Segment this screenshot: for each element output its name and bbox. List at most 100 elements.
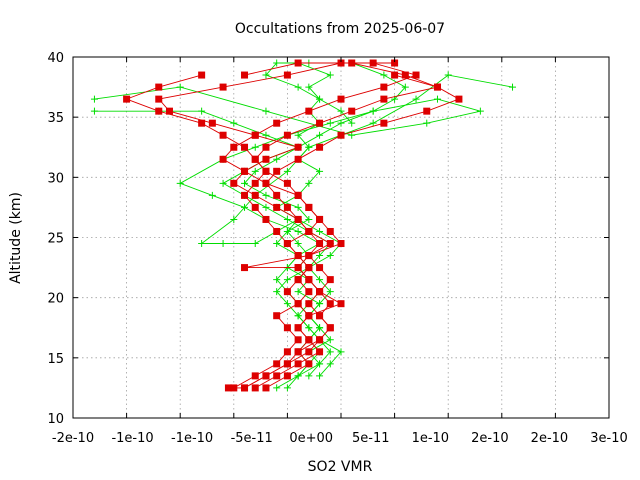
data-point-plus <box>294 288 302 296</box>
x-tick-label: 0e+00 <box>289 431 333 446</box>
y-tick-label: 30 <box>47 171 64 186</box>
data-point-square <box>294 215 302 223</box>
grid <box>73 57 609 418</box>
data-point-plus <box>90 107 98 115</box>
series-1 <box>123 59 463 392</box>
data-point-plus <box>283 167 291 175</box>
data-point-square <box>316 119 324 127</box>
data-point-square <box>316 143 324 151</box>
y-tick-label: 40 <box>47 51 64 66</box>
data-point-square <box>262 143 270 151</box>
data-point-square <box>262 384 270 392</box>
data-point-square <box>294 276 302 284</box>
data-point-square <box>316 348 324 356</box>
data-point-plus <box>337 107 345 115</box>
data-point-square <box>337 300 345 308</box>
data-point-square <box>305 336 313 344</box>
data-point-plus <box>305 179 313 187</box>
data-point-plus <box>326 336 334 344</box>
series-line <box>157 62 395 389</box>
data-point-plus <box>380 71 388 79</box>
data-point-square <box>294 324 302 332</box>
data-point-square <box>412 71 420 79</box>
data-point-square <box>241 384 249 392</box>
data-point-square <box>337 95 345 103</box>
data-point-square <box>305 203 313 211</box>
data-point-square <box>241 71 249 79</box>
data-point-square <box>294 59 302 67</box>
data-point-square <box>219 131 227 139</box>
data-point-square <box>337 240 345 248</box>
data-point-square <box>316 240 324 248</box>
data-point-square <box>380 83 388 91</box>
data-point-square <box>305 264 313 272</box>
x-tick-label: -2e-10 <box>52 431 94 446</box>
data-point-plus <box>316 360 324 368</box>
x-tick-label: 5e-11 <box>352 431 390 446</box>
data-point-plus <box>326 360 334 368</box>
data-point-square <box>305 276 313 284</box>
data-point-square <box>155 107 163 115</box>
data-point-square <box>273 312 281 320</box>
series-line <box>125 74 310 389</box>
x-tick-label: -1e-10 <box>111 431 153 446</box>
data-point-plus <box>337 348 345 356</box>
y-tick-label: 15 <box>47 352 64 367</box>
data-point-plus <box>294 240 302 248</box>
data-point-square <box>326 276 334 284</box>
data-point-plus <box>305 215 313 223</box>
data-point-square <box>251 155 259 163</box>
data-point-square <box>241 167 249 175</box>
x-tick-label: 2e-10 <box>471 431 509 446</box>
data-point-square <box>326 227 334 235</box>
data-point-square <box>283 360 291 368</box>
data-point-plus <box>337 119 345 127</box>
axis-ticks <box>72 56 610 419</box>
data-point-square <box>316 336 324 344</box>
data-point-plus <box>348 119 356 127</box>
data-point-square <box>155 83 163 91</box>
data-point-square <box>337 131 345 139</box>
data-point-square <box>262 155 270 163</box>
data-point-plus <box>273 384 281 392</box>
data-point-plus <box>273 276 281 284</box>
data-point-square <box>123 95 131 103</box>
x-tick-label: 1e-10 <box>412 431 450 446</box>
data-point-square <box>401 71 409 79</box>
data-point-square <box>230 384 238 392</box>
data-point-square <box>369 59 377 67</box>
series-line <box>200 74 513 377</box>
series-line <box>94 86 481 389</box>
data-point-plus <box>294 372 302 380</box>
data-point-square <box>198 71 206 79</box>
data-point-square <box>283 348 291 356</box>
data-point-square <box>241 143 249 151</box>
data-point-square <box>380 95 388 103</box>
data-point-square <box>294 300 302 308</box>
data-point-plus <box>208 191 216 199</box>
data-point-square <box>165 107 173 115</box>
data-point-plus <box>176 83 184 91</box>
data-point-plus <box>230 119 238 127</box>
data-point-plus <box>262 107 270 115</box>
data-point-plus <box>423 119 431 127</box>
data-point-plus <box>294 131 302 139</box>
data-point-plus <box>316 276 324 284</box>
data-point-square <box>283 71 291 79</box>
data-point-square <box>283 179 291 187</box>
data-point-plus <box>219 179 227 187</box>
data-point-plus <box>262 191 270 199</box>
data-point-plus <box>283 276 291 284</box>
x-tick-label: -5e-11 <box>231 431 273 446</box>
data-point-plus <box>219 240 227 248</box>
data-point-square <box>305 252 313 260</box>
data-point-square <box>273 360 281 368</box>
data-point-plus <box>444 71 452 79</box>
data-point-square <box>294 143 302 151</box>
data-point-plus <box>316 252 324 260</box>
data-point-square <box>230 143 238 151</box>
data-point-square <box>273 167 281 175</box>
x-tick-label: 2e-10 <box>531 431 569 446</box>
data-point-plus <box>412 95 420 103</box>
data-point-plus <box>294 203 302 211</box>
